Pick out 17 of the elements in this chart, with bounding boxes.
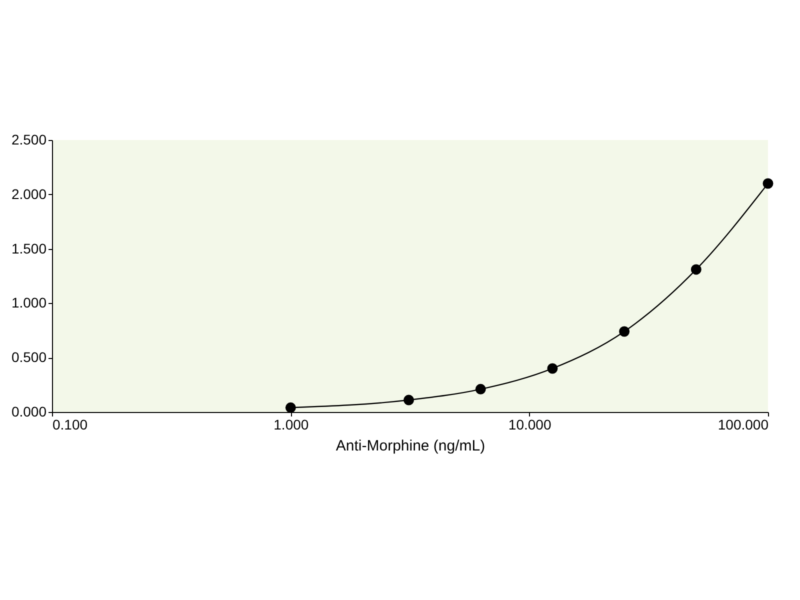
y-tick-label: 1.000 bbox=[11, 294, 47, 311]
point bbox=[762, 178, 774, 189]
y-tick-label: 0.000 bbox=[11, 404, 47, 420]
point bbox=[404, 394, 414, 406]
x-tick-label: 1.000 bbox=[274, 416, 309, 432]
point bbox=[547, 363, 558, 374]
y-tick-label: 0.500 bbox=[11, 349, 47, 366]
y-tick-label: 2.500 bbox=[11, 132, 47, 148]
y-tick-label: 1.500 bbox=[11, 240, 47, 256]
point bbox=[619, 326, 630, 337]
x-tick-label: 100.000 bbox=[718, 416, 769, 432]
point bbox=[690, 264, 702, 275]
y-tick-label: 2.000 bbox=[11, 186, 47, 202]
x-tick-label: 0.100 bbox=[52, 416, 88, 432]
x-axis-title: Anti-Morphine (ng/mL) bbox=[336, 438, 486, 454]
x-tick-label: 10.000 bbox=[508, 416, 552, 432]
point bbox=[475, 384, 486, 394]
